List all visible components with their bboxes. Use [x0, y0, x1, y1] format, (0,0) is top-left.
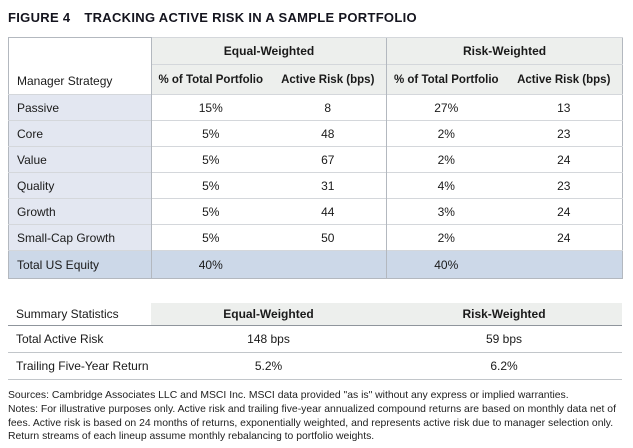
summary-equal-weighted-header: Equal-Weighted	[151, 303, 386, 326]
value-cell: 23	[505, 172, 623, 199]
table-row: Passive 15% 8 27% 13	[8, 94, 623, 121]
value-cell: 5%	[151, 198, 270, 225]
equal-weighted-group-header: Equal-Weighted	[150, 37, 387, 65]
ew-pct-portfolio-header: % of Total Portfolio	[151, 64, 270, 95]
summary-label-cell: Trailing Five-Year Return	[8, 352, 151, 380]
table-row: Value 5% 67 2% 24	[8, 146, 623, 173]
sub-header-row: % of Total Portfolio Active Risk (bps) %…	[9, 64, 623, 95]
value-cell: 5%	[151, 146, 270, 173]
summary-statistics-table: Summary Statistics Equal-Weighted Risk-W…	[8, 303, 622, 380]
summary-value-cell: 5.2%	[151, 352, 386, 380]
strategy-cell: Growth	[8, 198, 152, 225]
value-cell: 3%	[386, 198, 506, 225]
value-cell: 8	[269, 94, 387, 121]
summary-risk-weighted-header: Risk-Weighted	[386, 303, 622, 326]
value-cell: 27%	[386, 94, 506, 121]
value-cell: 48	[269, 120, 387, 147]
strategy-cell: Quality	[8, 172, 152, 199]
sources-note: Sources: Cambridge Associates LLC and MS…	[8, 390, 569, 401]
strategy-cell: Core	[8, 120, 152, 147]
value-cell: 50	[269, 224, 387, 251]
summary-statistics-header: Summary Statistics	[8, 303, 151, 326]
summary-value-cell: 6.2%	[386, 352, 622, 380]
value-cell: 2%	[386, 120, 506, 147]
footnotes: Sources: Cambridge Associates LLC and MS…	[8, 389, 630, 444]
value-cell: 5%	[151, 120, 270, 147]
summary-row: Trailing Five-Year Return 5.2% 6.2%	[8, 352, 622, 380]
risk-weighted-group-header: Risk-Weighted	[386, 37, 623, 65]
value-cell: 24	[505, 198, 623, 225]
total-value-cell: 40%	[386, 250, 506, 279]
summary-row: Total Active Risk 148 bps 59 bps	[8, 325, 622, 353]
summary-value-cell: 148 bps	[151, 325, 386, 353]
group-header-row: Manager Strategy Equal-Weighted Risk-Wei…	[8, 37, 623, 95]
strategy-cell: Passive	[8, 94, 152, 121]
figure-title-text: TRACKING ACTIVE RISK IN A SAMPLE PORTFOL…	[84, 10, 417, 25]
value-cell: 15%	[151, 94, 270, 121]
ew-active-risk-header: Active Risk (bps)	[269, 64, 387, 95]
rw-active-risk-header: Active Risk (bps)	[505, 64, 623, 95]
table-row: Growth 5% 44 3% 24	[8, 198, 623, 225]
figure-number: FIGURE 4	[8, 10, 71, 25]
table-row: Core 5% 48 2% 23	[8, 120, 623, 147]
strategy-cell: Small-Cap Growth	[8, 224, 152, 251]
value-cell: 31	[269, 172, 387, 199]
value-cell: 5%	[151, 172, 270, 199]
value-cell: 24	[505, 146, 623, 173]
value-cell: 5%	[151, 224, 270, 251]
table-row: Small-Cap Growth 5% 50 2% 24	[8, 224, 623, 251]
table-row: Quality 5% 31 4% 23	[8, 172, 623, 199]
total-value-cell	[505, 250, 623, 279]
total-value-cell: 40%	[151, 250, 270, 279]
value-cell: 4%	[386, 172, 506, 199]
value-cell: 67	[269, 146, 387, 173]
value-cell: 24	[505, 224, 623, 251]
value-cell: 2%	[386, 146, 506, 173]
value-cell: 23	[505, 120, 623, 147]
rw-pct-portfolio-header: % of Total Portfolio	[386, 64, 506, 95]
value-cell: 44	[269, 198, 387, 225]
active-risk-table: Manager Strategy Equal-Weighted Risk-Wei…	[8, 37, 624, 279]
total-value-cell	[269, 250, 387, 279]
value-cell: 2%	[386, 224, 506, 251]
methodology-note: Notes: For illustrative purposes only. A…	[8, 403, 616, 443]
value-cell: 13	[505, 94, 623, 121]
manager-strategy-header: Manager Strategy	[8, 37, 152, 95]
total-row: Total US Equity 40% 40%	[8, 250, 623, 279]
summary-value-cell: 59 bps	[386, 325, 622, 353]
total-label-cell: Total US Equity	[8, 250, 152, 279]
strategy-cell: Value	[8, 146, 152, 173]
summary-header-row: Summary Statistics Equal-Weighted Risk-W…	[8, 303, 622, 326]
figure-title: FIGURE 4 TRACKING ACTIVE RISK IN A SAMPLE…	[8, 10, 627, 25]
summary-label-cell: Total Active Risk	[8, 325, 151, 353]
